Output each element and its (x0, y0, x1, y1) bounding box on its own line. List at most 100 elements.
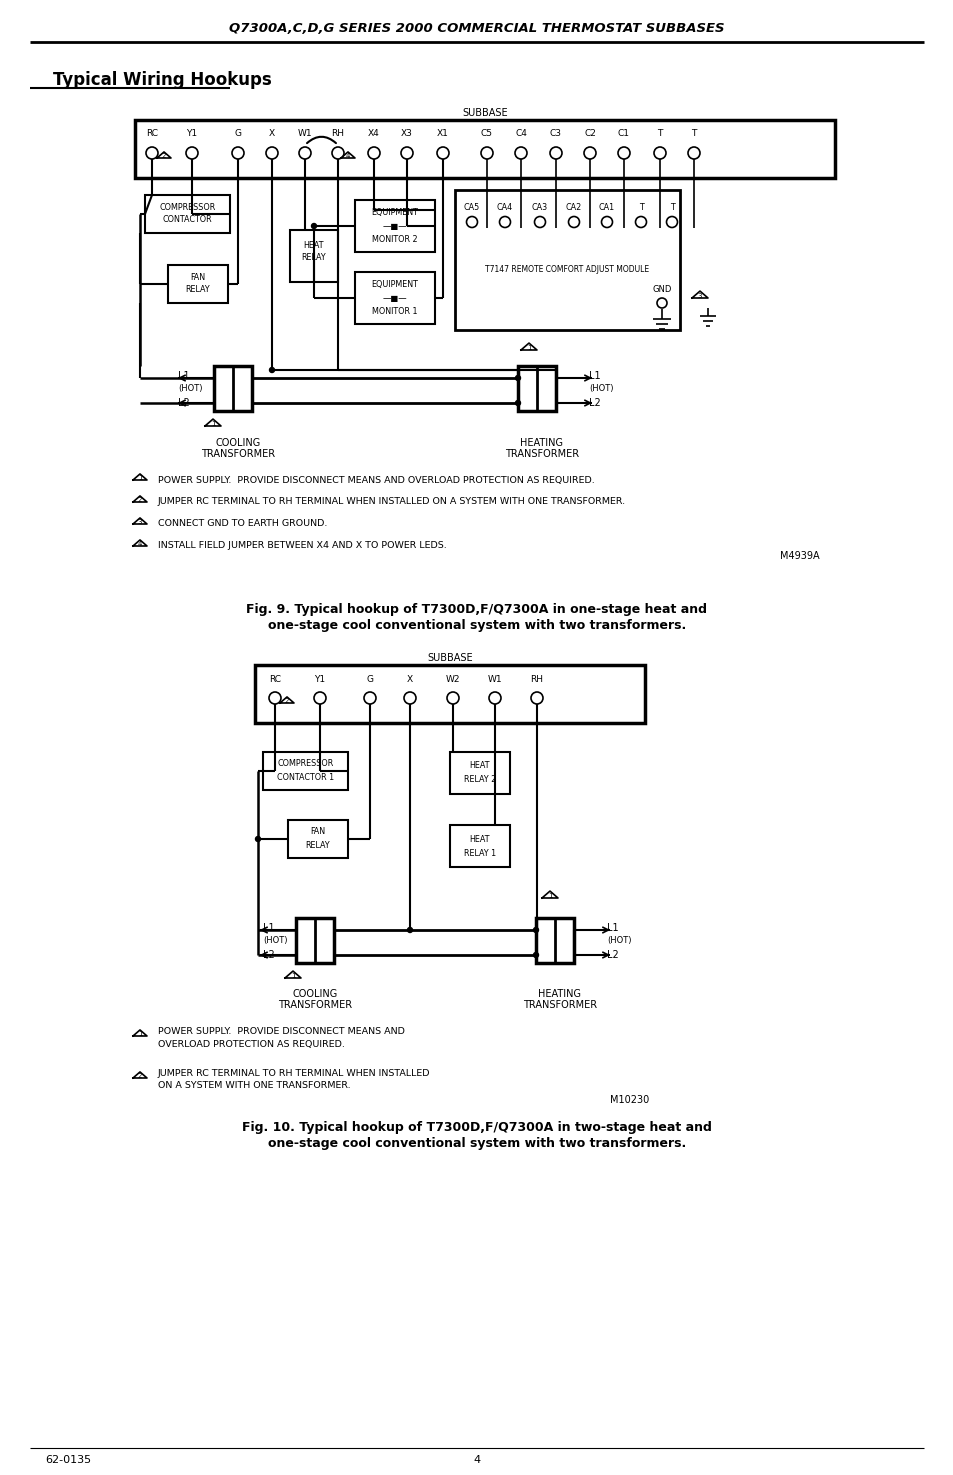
Text: one-stage cool conventional system with two transformers.: one-stage cool conventional system with … (268, 620, 685, 633)
Bar (355, 271, 435, 324)
Bar (536, 917, 574, 963)
Text: L2: L2 (263, 950, 274, 960)
Text: RC: RC (146, 130, 158, 139)
Text: ON A SYSTEM WITH ONE TRANSFORMER.: ON A SYSTEM WITH ONE TRANSFORMER. (158, 1081, 351, 1090)
Text: X4: X4 (368, 130, 379, 139)
Text: TRANSFORMER: TRANSFORMER (201, 448, 274, 459)
Text: MONITOR 1: MONITOR 1 (372, 307, 417, 316)
Text: 4: 4 (137, 541, 142, 547)
Text: CONTACTOR 1: CONTACTOR 1 (276, 773, 334, 782)
Text: (HOT): (HOT) (178, 384, 202, 392)
Text: 4: 4 (473, 1454, 480, 1465)
Text: T: T (691, 130, 696, 139)
Text: 1: 1 (211, 420, 215, 426)
Text: T: T (657, 130, 662, 139)
Text: FAN: FAN (310, 827, 325, 836)
Circle shape (255, 836, 260, 842)
Text: COOLING: COOLING (292, 990, 337, 999)
Text: RELAY 1: RELAY 1 (463, 848, 496, 857)
Text: 1: 1 (291, 974, 294, 979)
Text: RC: RC (269, 674, 281, 683)
Bar (213, 366, 252, 412)
Text: 1: 1 (137, 475, 142, 481)
Text: W2: W2 (445, 674, 459, 683)
Text: Q7300A,C,D,G SERIES 2000 COMMERCIAL THERMOSTAT SUBBASES: Q7300A,C,D,G SERIES 2000 COMMERCIAL THER… (229, 22, 724, 34)
Bar (450, 752, 510, 794)
Text: L2: L2 (178, 398, 190, 409)
Text: CONTACTOR: CONTACTOR (163, 215, 213, 224)
Text: RELAY: RELAY (305, 841, 330, 850)
Text: EQUIPMENT: EQUIPMENT (371, 208, 418, 217)
Text: L1: L1 (263, 923, 274, 934)
Text: C4: C4 (515, 130, 526, 139)
Bar (288, 820, 348, 858)
Text: JUMPER RC TERMINAL TO RH TERMINAL WHEN INSTALLED: JUMPER RC TERMINAL TO RH TERMINAL WHEN I… (158, 1069, 430, 1078)
Text: Fig. 10. Typical hookup of T7300D,F/Q7300A in two-stage heat and: Fig. 10. Typical hookup of T7300D,F/Q730… (242, 1121, 711, 1134)
Text: INSTALL FIELD JUMPER BETWEEN X4 AND X TO POWER LEDS.: INSTALL FIELD JUMPER BETWEEN X4 AND X TO… (158, 541, 446, 550)
Text: Y1: Y1 (314, 674, 325, 683)
Text: RELAY 2: RELAY 2 (463, 776, 496, 785)
Text: 2: 2 (285, 698, 289, 704)
Text: HEAT: HEAT (469, 835, 490, 844)
Bar (135, 119, 834, 178)
Text: RH: RH (530, 674, 543, 683)
Text: L2: L2 (606, 950, 618, 960)
Text: COMPRESSOR: COMPRESSOR (159, 202, 215, 211)
Text: C1: C1 (618, 130, 629, 139)
Text: W1: W1 (297, 130, 312, 139)
Text: CA1: CA1 (598, 204, 615, 212)
Text: GND: GND (652, 286, 671, 295)
Bar (168, 266, 228, 302)
Text: RELAY: RELAY (186, 286, 210, 295)
Text: L2: L2 (588, 398, 600, 409)
Bar (455, 190, 679, 330)
Text: 3: 3 (697, 294, 701, 299)
Bar (450, 825, 510, 867)
Text: CA4: CA4 (497, 204, 513, 212)
Text: MONITOR 2: MONITOR 2 (372, 235, 417, 243)
Circle shape (269, 367, 274, 373)
Text: T7147 REMOTE COMFORT ADJUST MODULE: T7147 REMOTE COMFORT ADJUST MODULE (485, 266, 649, 274)
Text: 2: 2 (137, 497, 142, 503)
Circle shape (533, 953, 537, 957)
Text: (HOT): (HOT) (588, 384, 613, 392)
Text: 1: 1 (526, 345, 531, 351)
Text: G: G (234, 130, 241, 139)
Text: M4939A: M4939A (780, 552, 820, 560)
Text: C3: C3 (550, 130, 561, 139)
Circle shape (515, 376, 520, 381)
Bar (295, 917, 334, 963)
Text: COOLING: COOLING (215, 438, 260, 448)
Circle shape (312, 224, 316, 229)
Text: G: G (366, 674, 374, 683)
Text: M10230: M10230 (609, 1094, 649, 1105)
Text: T: T (669, 204, 674, 212)
Text: HEAT: HEAT (303, 240, 324, 249)
Text: COMPRESSOR: COMPRESSOR (277, 760, 334, 768)
Text: T: T (638, 204, 642, 212)
Circle shape (533, 928, 537, 932)
Text: 3: 3 (137, 519, 142, 525)
Text: C2: C2 (583, 130, 596, 139)
Text: 1: 1 (547, 892, 552, 898)
Text: CA3: CA3 (532, 204, 547, 212)
Text: TRANSFORMER: TRANSFORMER (522, 1000, 597, 1010)
Bar (145, 195, 230, 233)
Circle shape (407, 928, 412, 932)
Bar (517, 366, 556, 412)
Text: RELAY: RELAY (301, 254, 326, 263)
Text: SUBBASE: SUBBASE (461, 108, 507, 118)
Text: CA5: CA5 (463, 204, 479, 212)
Bar (254, 665, 644, 723)
Text: Fig. 9. Typical hookup of T7300D,F/Q7300A in one-stage heat and: Fig. 9. Typical hookup of T7300D,F/Q7300… (246, 603, 707, 617)
Text: CONNECT GND TO EARTH GROUND.: CONNECT GND TO EARTH GROUND. (158, 519, 327, 528)
Text: one-stage cool conventional system with two transformers.: one-stage cool conventional system with … (268, 1137, 685, 1151)
Circle shape (515, 401, 520, 406)
Text: POWER SUPPLY.  PROVIDE DISCONNECT MEANS AND OVERLOAD PROTECTION AS REQUIRED.: POWER SUPPLY. PROVIDE DISCONNECT MEANS A… (158, 475, 594, 484)
Text: L1: L1 (588, 372, 600, 381)
Text: RH: RH (331, 130, 344, 139)
Bar (355, 201, 435, 252)
Text: X1: X1 (436, 130, 449, 139)
Text: OVERLOAD PROTECTION AS REQUIRED.: OVERLOAD PROTECTION AS REQUIRED. (158, 1040, 345, 1049)
Text: FAN: FAN (191, 273, 205, 282)
